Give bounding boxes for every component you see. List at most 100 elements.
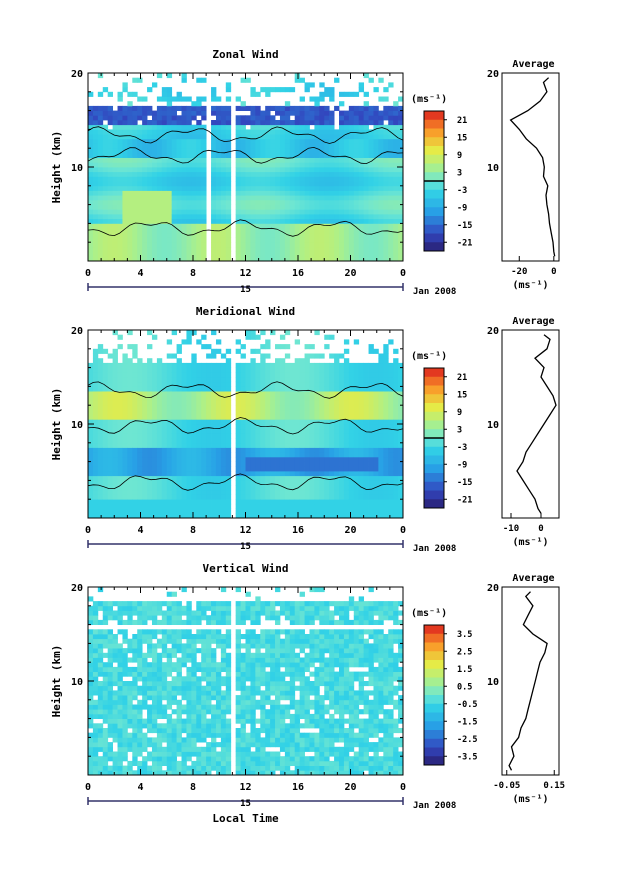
colorbar-tick-label: -21 xyxy=(457,495,472,505)
profile-title: Average xyxy=(512,316,554,327)
colorbar-tick-label: 3 xyxy=(457,168,462,178)
x-tick-label: 0 xyxy=(400,782,406,793)
colorbar-tick-label: 15 xyxy=(457,390,467,400)
colorbar-tick-label: 3 xyxy=(457,425,462,435)
x-tick-label: 16 xyxy=(292,268,304,279)
heatmap-cells xyxy=(88,587,404,776)
panel-3: Vertical Wind 10 20 Height (km) 0 4 8 12 16 20 0 15… xyxy=(50,562,565,825)
y-tick-label: 10 xyxy=(71,420,83,431)
colorbar-tick-label: -3.5 xyxy=(457,752,477,762)
colorbar-tick-label: 1.5 xyxy=(457,665,472,675)
chart-title: Vertical Wind xyxy=(202,562,288,575)
colorbar-tick-label: -3 xyxy=(457,443,467,453)
average-profile xyxy=(501,586,560,776)
panel-1: Zonal Wind 10 20 Height (km) 0 4 8 12 16 20 0 15 Jan… xyxy=(50,48,560,297)
x-tick-label: 8 xyxy=(190,268,196,279)
colorbar-tick-label: -21 xyxy=(457,238,472,248)
profile-title: Average xyxy=(512,573,554,584)
x-tick-label: 20 xyxy=(344,525,356,536)
colorbar-unit: (ms⁻¹) xyxy=(411,94,447,105)
colorbar-tick-label: -3 xyxy=(457,186,467,196)
average-profile xyxy=(501,329,560,519)
profile-y-tick-label: 20 xyxy=(487,326,499,337)
y-axis-label: Height (km) xyxy=(50,388,63,461)
date-label: Jan 2008 xyxy=(413,287,456,297)
colorbar-tick-label: 2.5 xyxy=(457,647,472,657)
x-tick-label: 4 xyxy=(137,782,143,793)
colorbar-tick-label: 3.5 xyxy=(457,630,472,640)
profile-x-tick-label: -10 xyxy=(503,524,519,534)
heatmap-cells xyxy=(88,73,404,262)
profile-y-tick-label: 10 xyxy=(487,677,499,688)
profile-x-tick-label: -0.05 xyxy=(493,781,520,791)
x-tick-label: 16 xyxy=(292,782,304,793)
profile-y-tick-label: 10 xyxy=(487,163,499,174)
y-tick-label: 20 xyxy=(71,583,83,594)
colorbar xyxy=(423,624,447,766)
colorbar-unit: (ms⁻¹) xyxy=(411,351,447,362)
y-tick-label: 20 xyxy=(71,69,83,80)
x-tick-label: 0 xyxy=(400,268,406,279)
profile-x-tick-label: -20 xyxy=(511,267,527,277)
x-tick-label: 4 xyxy=(137,268,143,279)
date-tick-label: 15 xyxy=(240,799,251,809)
date-tick-label: 15 xyxy=(240,285,251,295)
profile-x-label: (ms⁻¹) xyxy=(512,794,548,805)
profile-x-tick-label: 0 xyxy=(551,267,556,277)
x-tick-label: 12 xyxy=(239,268,251,279)
colorbar-tick-label: 21 xyxy=(457,373,467,383)
colorbar-unit: (ms⁻¹) xyxy=(411,608,447,619)
profile-y-tick-label: 20 xyxy=(487,583,499,594)
x-axis-label: Local Time xyxy=(212,812,279,825)
colorbar-tick-label: -2.5 xyxy=(457,735,477,745)
x-tick-label: 0 xyxy=(85,525,91,536)
y-tick-label: 10 xyxy=(71,163,83,174)
y-tick-label: 20 xyxy=(71,326,83,337)
colorbar-tick-label: -1.5 xyxy=(457,717,477,727)
profile-title: Average xyxy=(512,59,554,70)
profile-line xyxy=(509,77,556,257)
axis-ticks xyxy=(87,72,404,262)
x-tick-label: 0 xyxy=(85,268,91,279)
colorbar-tick-label: 15 xyxy=(457,133,467,143)
average-profile xyxy=(501,72,560,262)
axis-ticks xyxy=(87,586,404,776)
profile-frame xyxy=(501,72,560,262)
profile-line xyxy=(508,591,548,771)
x-tick-label: 12 xyxy=(239,525,251,536)
x-tick-label: 8 xyxy=(190,525,196,536)
colorbar xyxy=(423,367,447,509)
contour-lines xyxy=(87,381,404,491)
profile-x-label: (ms⁻¹) xyxy=(512,537,548,548)
contour-lines xyxy=(87,126,404,237)
colorbar-tick-label: 9 xyxy=(457,408,462,418)
chart-title: Zonal Wind xyxy=(212,48,278,61)
colorbar xyxy=(423,110,447,252)
colorbar-frame xyxy=(423,624,445,766)
x-tick-label: 20 xyxy=(344,782,356,793)
x-tick-label: 20 xyxy=(344,268,356,279)
colorbar-tick-label: -15 xyxy=(457,478,472,488)
profile-x-label: (ms⁻¹) xyxy=(512,280,548,291)
profile-line xyxy=(516,334,557,514)
x-tick-label: 0 xyxy=(85,782,91,793)
colorbar-tick-label: 9 xyxy=(457,151,462,161)
x-tick-label: 0 xyxy=(400,525,406,536)
axis-ticks xyxy=(87,329,404,519)
x-tick-label: 16 xyxy=(292,525,304,536)
heatmap-cells xyxy=(88,330,404,519)
x-tick-label: 4 xyxy=(137,525,143,536)
profile-y-tick-label: 20 xyxy=(487,69,499,80)
y-tick-label: 10 xyxy=(71,677,83,688)
colorbar-tick-label: 0.5 xyxy=(457,682,472,692)
panel-2: Meridional Wind 10 20 Height (km) 0 4 8 12 16 20 0… xyxy=(50,305,560,554)
chart-title: Meridional Wind xyxy=(196,305,295,318)
colorbar-tick-label: -9 xyxy=(457,203,467,213)
colorbar-tick-label: 21 xyxy=(457,116,467,126)
colorbar-tick-label: -0.5 xyxy=(457,700,477,710)
profile-y-tick-label: 10 xyxy=(487,420,499,431)
x-tick-label: 12 xyxy=(239,782,251,793)
profile-x-tick-label: 0.15 xyxy=(543,781,565,791)
profile-frame xyxy=(501,586,560,776)
